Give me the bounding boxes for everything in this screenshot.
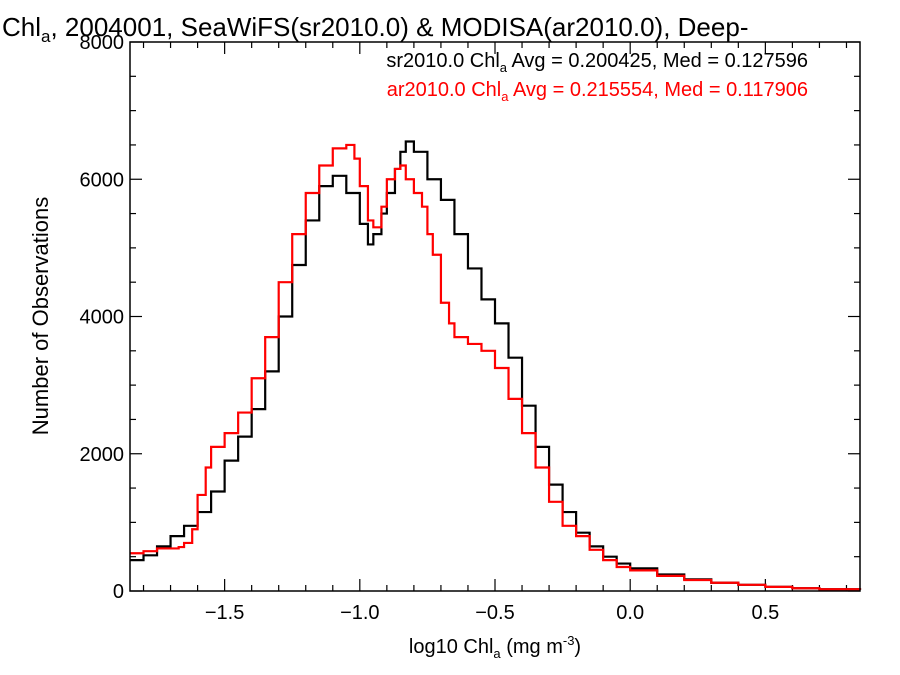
x-tick-label: −1.5 (205, 602, 244, 624)
x-tick-label: 0.5 (751, 602, 779, 624)
y-tick-label: 6000 (80, 169, 125, 191)
legend-entry-ar2010-pre: ar2010.0 Chl (387, 79, 502, 101)
chart-title: Chla, 2004001, SeaWiFS(sr2010.0) & MODIS… (2, 12, 748, 46)
chart-title-rest: , 2004001, SeaWiFS(sr2010.0) & MODISA(ar… (50, 12, 748, 42)
legend-entry-sr2010: sr2010.0 Chla Avg = 0.200425, Med = 0.12… (386, 50, 808, 75)
y-tick-label: 8000 (80, 32, 125, 54)
x-axis-label-prefix: log10 Chl (409, 636, 494, 658)
legend-entry-sr2010-pre: sr2010.0 Chl (386, 50, 499, 72)
series-line-ar2010.0 (130, 143, 862, 591)
tick-layer: 0 2000 4000 6000 8000 −1.5 −1.0 −0.5 0.0 0.5 (80, 32, 860, 624)
x-tick-label: 0.0 (616, 602, 644, 624)
x-axis-label-mid: (mg m (501, 636, 563, 658)
x-axis-label: log10 Chla (mg m-3) (409, 633, 581, 661)
legend-entry-ar2010-post: Avg = 0.215554, Med = 0.117906 (508, 79, 808, 101)
x-axis-label-sup: -3 (563, 633, 575, 648)
series-layer (130, 140, 862, 591)
y-tick-label: 2000 (80, 444, 125, 466)
x-tick-label: −1.0 (340, 602, 379, 624)
chart-title-sub: a (41, 27, 51, 46)
x-tick-label: −0.5 (475, 602, 514, 624)
x-axis-label-end: ) (574, 636, 581, 658)
legend-entry-ar2010: ar2010.0 Chla Avg = 0.215554, Med = 0.11… (387, 79, 808, 104)
chart-title-prefix: Chl (2, 12, 41, 42)
legend-entry-sr2010-post: Avg = 0.200425, Med = 0.127596 (507, 50, 808, 72)
x-axis-label-sub: a (493, 646, 501, 661)
legend-entry-ar2010-sub: a (501, 89, 509, 104)
plot-frame (129, 41, 861, 592)
y-tick-label: 0 (113, 581, 124, 603)
y-axis-label: Number of Observations (28, 197, 53, 435)
legend: sr2010.0 Chla Avg = 0.200425, Med = 0.12… (386, 50, 808, 104)
y-tick-label: 4000 (80, 307, 125, 329)
legend-entry-sr2010-sub: a (500, 60, 508, 75)
